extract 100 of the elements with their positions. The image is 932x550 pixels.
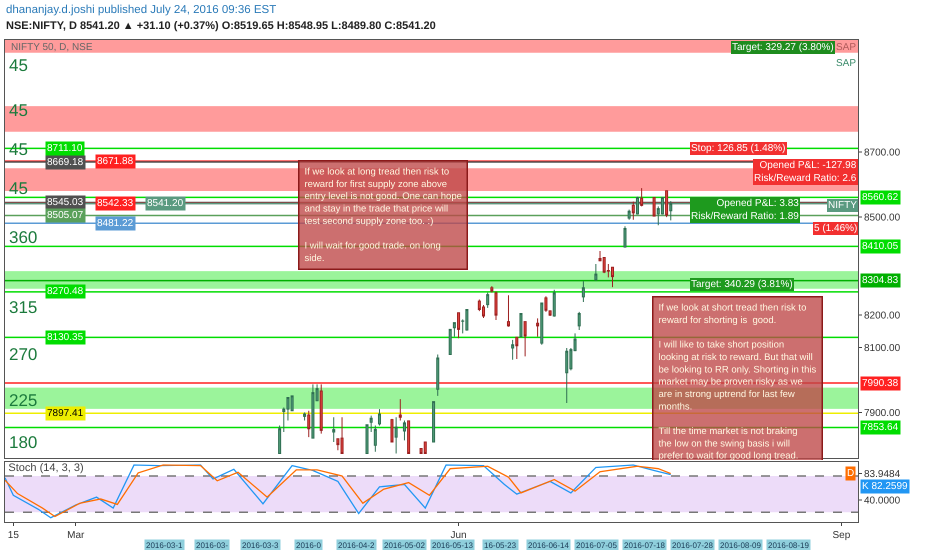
candlestick <box>578 311 581 331</box>
y-tick-label: 83.9484 <box>864 469 901 480</box>
candlestick <box>340 416 344 454</box>
candlestick <box>457 312 460 339</box>
candlestick <box>652 197 656 217</box>
text: 2016-05-13 <box>432 541 474 550</box>
text: 2016-03- <box>196 541 228 550</box>
text: 2016-03-1 <box>146 541 184 550</box>
ref-line-label: 8410.05 <box>862 241 899 252</box>
candlestick <box>448 328 452 355</box>
candlestick <box>506 294 510 328</box>
candlestick <box>640 188 644 207</box>
candlestick <box>623 226 626 248</box>
candlestick <box>511 339 514 360</box>
annotation: 5 (1.46%) <box>814 223 858 234</box>
annotation: Opened P&L: -127.98 Risk/Reward Ratio: 2.6 <box>754 160 857 184</box>
y-tick-label: 7900.00 <box>864 408 901 419</box>
ref-line-label: 7990.38 <box>862 378 899 389</box>
x-tick-label: Jun <box>450 530 467 541</box>
ref-line-label: 8130.35 <box>47 332 84 343</box>
annotation: SAP <box>836 42 856 53</box>
annotation: NIFTY 50, D, NSE <box>11 42 93 53</box>
text: 2016-05-02 <box>384 541 426 550</box>
candlestick <box>307 410 310 438</box>
x-tick-label: Sep <box>832 530 851 541</box>
ref-line-label: 8304.83 <box>862 275 899 286</box>
candlestick <box>311 384 314 439</box>
text: 2016-03-3 <box>242 541 280 550</box>
text: 2016-08-09 <box>720 541 762 550</box>
candlestick <box>374 424 377 452</box>
x-tick-label: Mar <box>67 530 86 541</box>
annotation: Stop: 126.85 (1.48%) <box>691 143 786 154</box>
candlestick <box>432 401 436 443</box>
annotation: SAP <box>836 58 856 69</box>
candlestick <box>610 266 614 288</box>
candlestick <box>536 318 540 338</box>
text: D <box>847 468 854 479</box>
candlestick <box>524 321 527 357</box>
text: 2016-04-2 <box>338 541 376 550</box>
candlestick <box>565 347 568 404</box>
text: 2016-0 <box>296 541 322 550</box>
ref-line-label: 8505.07 <box>47 210 84 221</box>
candlestick <box>365 424 369 454</box>
candlestick <box>544 296 548 312</box>
candlestick <box>378 408 382 426</box>
candlestick <box>452 322 456 338</box>
candlestick <box>465 309 468 332</box>
candlestick <box>407 420 410 454</box>
candlestick <box>582 280 585 303</box>
ref-line-label: 8711.10 <box>47 143 83 154</box>
annotation: 270 <box>9 345 38 364</box>
candlestick <box>398 398 402 422</box>
y-tick-label: 8100.00 <box>864 342 901 354</box>
annotation: 180 <box>9 433 38 452</box>
text: 2016-07-28 <box>672 541 714 550</box>
text: 2016-07-18 <box>624 541 666 550</box>
annotation: 45 <box>9 101 28 120</box>
candlestick <box>332 416 336 443</box>
ref-line-label: 8560.62 <box>862 192 899 203</box>
annotation: 315 <box>9 298 38 317</box>
annotation: 45 <box>9 179 28 198</box>
ref-line-label: 8545.03 <box>47 197 84 208</box>
x-tick-label: 15 <box>8 530 20 541</box>
candlestick <box>552 289 556 318</box>
text: 2016-08-19 <box>768 541 810 550</box>
ref-line-label: 7897.41 <box>47 408 84 419</box>
y-tick-label: 40.0000 <box>864 496 901 507</box>
candlestick <box>486 292 490 308</box>
ref-line-label: 8669.18 <box>47 157 84 168</box>
ref-line-label: 8541.20 <box>147 198 184 209</box>
candlestick <box>494 290 498 320</box>
candlestick <box>628 209 631 220</box>
y-tick-label: 8200.00 <box>864 310 901 322</box>
candlestick <box>665 190 668 218</box>
ref-line-label: 8481.22 <box>97 218 134 229</box>
annotation: Target: 329.27 (3.80%) <box>732 42 834 53</box>
candlestick <box>490 286 494 294</box>
candlestick <box>370 415 373 432</box>
text: 2016-07-05 <box>576 541 618 550</box>
ref-line-label: 8671.88 <box>97 156 134 167</box>
chart-subtitle: NSE:NIFTY, D 8541.20 ▲ +31.10 (+0.37%) O:8519.65 H:8548.95 L:8489.80 C:8541.20 <box>6 19 436 34</box>
ref-line-label: 8542.33 <box>97 198 134 209</box>
annotation: 360 <box>9 228 38 247</box>
text: 16-05-23 <box>484 541 517 550</box>
candlestick <box>515 336 518 360</box>
candlestick <box>320 384 323 434</box>
candlestick <box>278 424 282 454</box>
candlestick <box>548 310 552 317</box>
annotation: NIFTY <box>828 200 858 211</box>
candlestick <box>519 312 522 338</box>
y-tick-label: 8500.00 <box>864 212 901 224</box>
annotation: 45 <box>9 56 28 75</box>
candlestick <box>540 302 544 346</box>
annotation: 225 <box>9 391 38 410</box>
chart-title: Stoch (14, 3, 3) <box>8 462 84 474</box>
candlestick <box>402 420 406 441</box>
y-tick-label: 8700.00 <box>864 147 901 158</box>
annotation: Opened P&L: 3.83 Risk/Reward Ratio: 1.89 <box>691 198 800 222</box>
candlestick <box>390 418 394 443</box>
ref-line-label: 7853.64 <box>862 422 899 433</box>
